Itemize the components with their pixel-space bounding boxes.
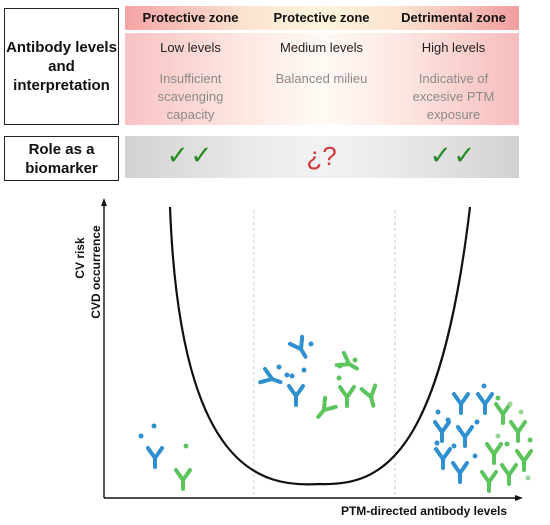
antibody-icon xyxy=(433,420,451,443)
antibody-icon xyxy=(174,468,192,491)
desc-low: Insufficient scavenging capacity xyxy=(157,71,224,122)
antibody-icon xyxy=(287,384,305,407)
biomarker-low-checks: ✓✓ xyxy=(166,140,215,170)
antibody-icon xyxy=(494,402,512,425)
antigen-dot xyxy=(183,443,189,449)
level-medium: Medium levels xyxy=(279,40,364,55)
antigen-dot xyxy=(289,373,295,379)
desc-high: Indicative of excesive PTM exposure xyxy=(412,71,495,122)
axes xyxy=(101,198,523,501)
row-label-interpretation-text: Antibody levels and interpretation xyxy=(6,39,117,94)
antibody-icon xyxy=(451,461,469,484)
antigen-dot xyxy=(434,440,440,446)
antigen-dot xyxy=(301,367,307,373)
antibody-icon xyxy=(509,420,527,443)
zone-header-band xyxy=(125,6,519,30)
antibody-cluster-medium xyxy=(258,334,383,424)
antigen-dot xyxy=(445,417,451,423)
antigen-dot xyxy=(308,341,314,347)
x-axis-arrow xyxy=(515,495,523,501)
interpretation-band xyxy=(125,33,519,125)
antigen-dot xyxy=(495,395,501,401)
antibody-icon xyxy=(452,392,470,415)
antigen-dot xyxy=(151,423,157,429)
antibody-icon xyxy=(456,425,474,448)
antibody-icon xyxy=(338,385,356,408)
antibody-icon xyxy=(310,395,338,424)
row-label-biomarker: Role as a biomarker xyxy=(4,136,119,181)
antigen-dot xyxy=(481,383,487,389)
zone-medium-title: Protective zone xyxy=(273,10,370,25)
antigen-dot xyxy=(284,372,290,378)
desc-medium: Balanced milieu xyxy=(275,71,368,86)
row-label-biomarker-text: Role as a biomarker xyxy=(25,140,98,177)
biomarker-high-checks: ✓✓ xyxy=(429,140,478,170)
antigen-dot xyxy=(507,401,513,407)
antigen-dot xyxy=(336,375,342,381)
row-label-interpretation: Antibody levels and interpretation xyxy=(4,8,119,125)
antigen-dot xyxy=(435,409,441,415)
biomarker-medium-question: ¿? xyxy=(306,141,337,171)
zone-low-title: Protective zone xyxy=(142,10,239,25)
antibody-icon xyxy=(258,367,285,391)
antigen-dot xyxy=(474,419,480,425)
zone-high-title: Detrimental zone xyxy=(401,10,506,25)
antigen-dot xyxy=(472,453,478,459)
antigen-dot xyxy=(451,443,457,449)
antibody-icon xyxy=(476,392,494,415)
biomarker-band xyxy=(125,136,519,178)
level-low: Low levels xyxy=(160,40,221,55)
y-axis-label-cvd: CVD occurrence xyxy=(89,225,103,319)
antibody-icon xyxy=(515,449,533,472)
antibody-icon xyxy=(485,442,503,465)
u-curve xyxy=(168,206,472,486)
antibody-icon xyxy=(359,383,383,410)
antigen-dot xyxy=(138,433,144,439)
antibody-icon xyxy=(287,334,314,363)
antigen-dot xyxy=(352,357,358,363)
antigen-dot xyxy=(527,437,533,443)
antigen-dot xyxy=(518,409,524,415)
level-high: High levels xyxy=(421,40,486,55)
antibody-icon xyxy=(480,470,498,493)
antibody-icon xyxy=(434,447,452,470)
antigen-dot xyxy=(276,364,282,370)
x-axis-label: PTM-directed antibody levels xyxy=(341,504,507,518)
antigen-dot xyxy=(525,475,531,481)
antigen-dot xyxy=(495,433,501,439)
antibody-icon xyxy=(146,446,164,469)
antibody-icon xyxy=(500,463,518,486)
antigen-dot xyxy=(504,441,510,447)
y-axis-label-cv-risk: CV risk xyxy=(73,237,87,279)
y-axis-arrow xyxy=(101,198,107,206)
antibody-cluster-low xyxy=(138,423,192,491)
antibody-cluster-high xyxy=(433,383,533,493)
antigen-dot xyxy=(337,363,343,369)
